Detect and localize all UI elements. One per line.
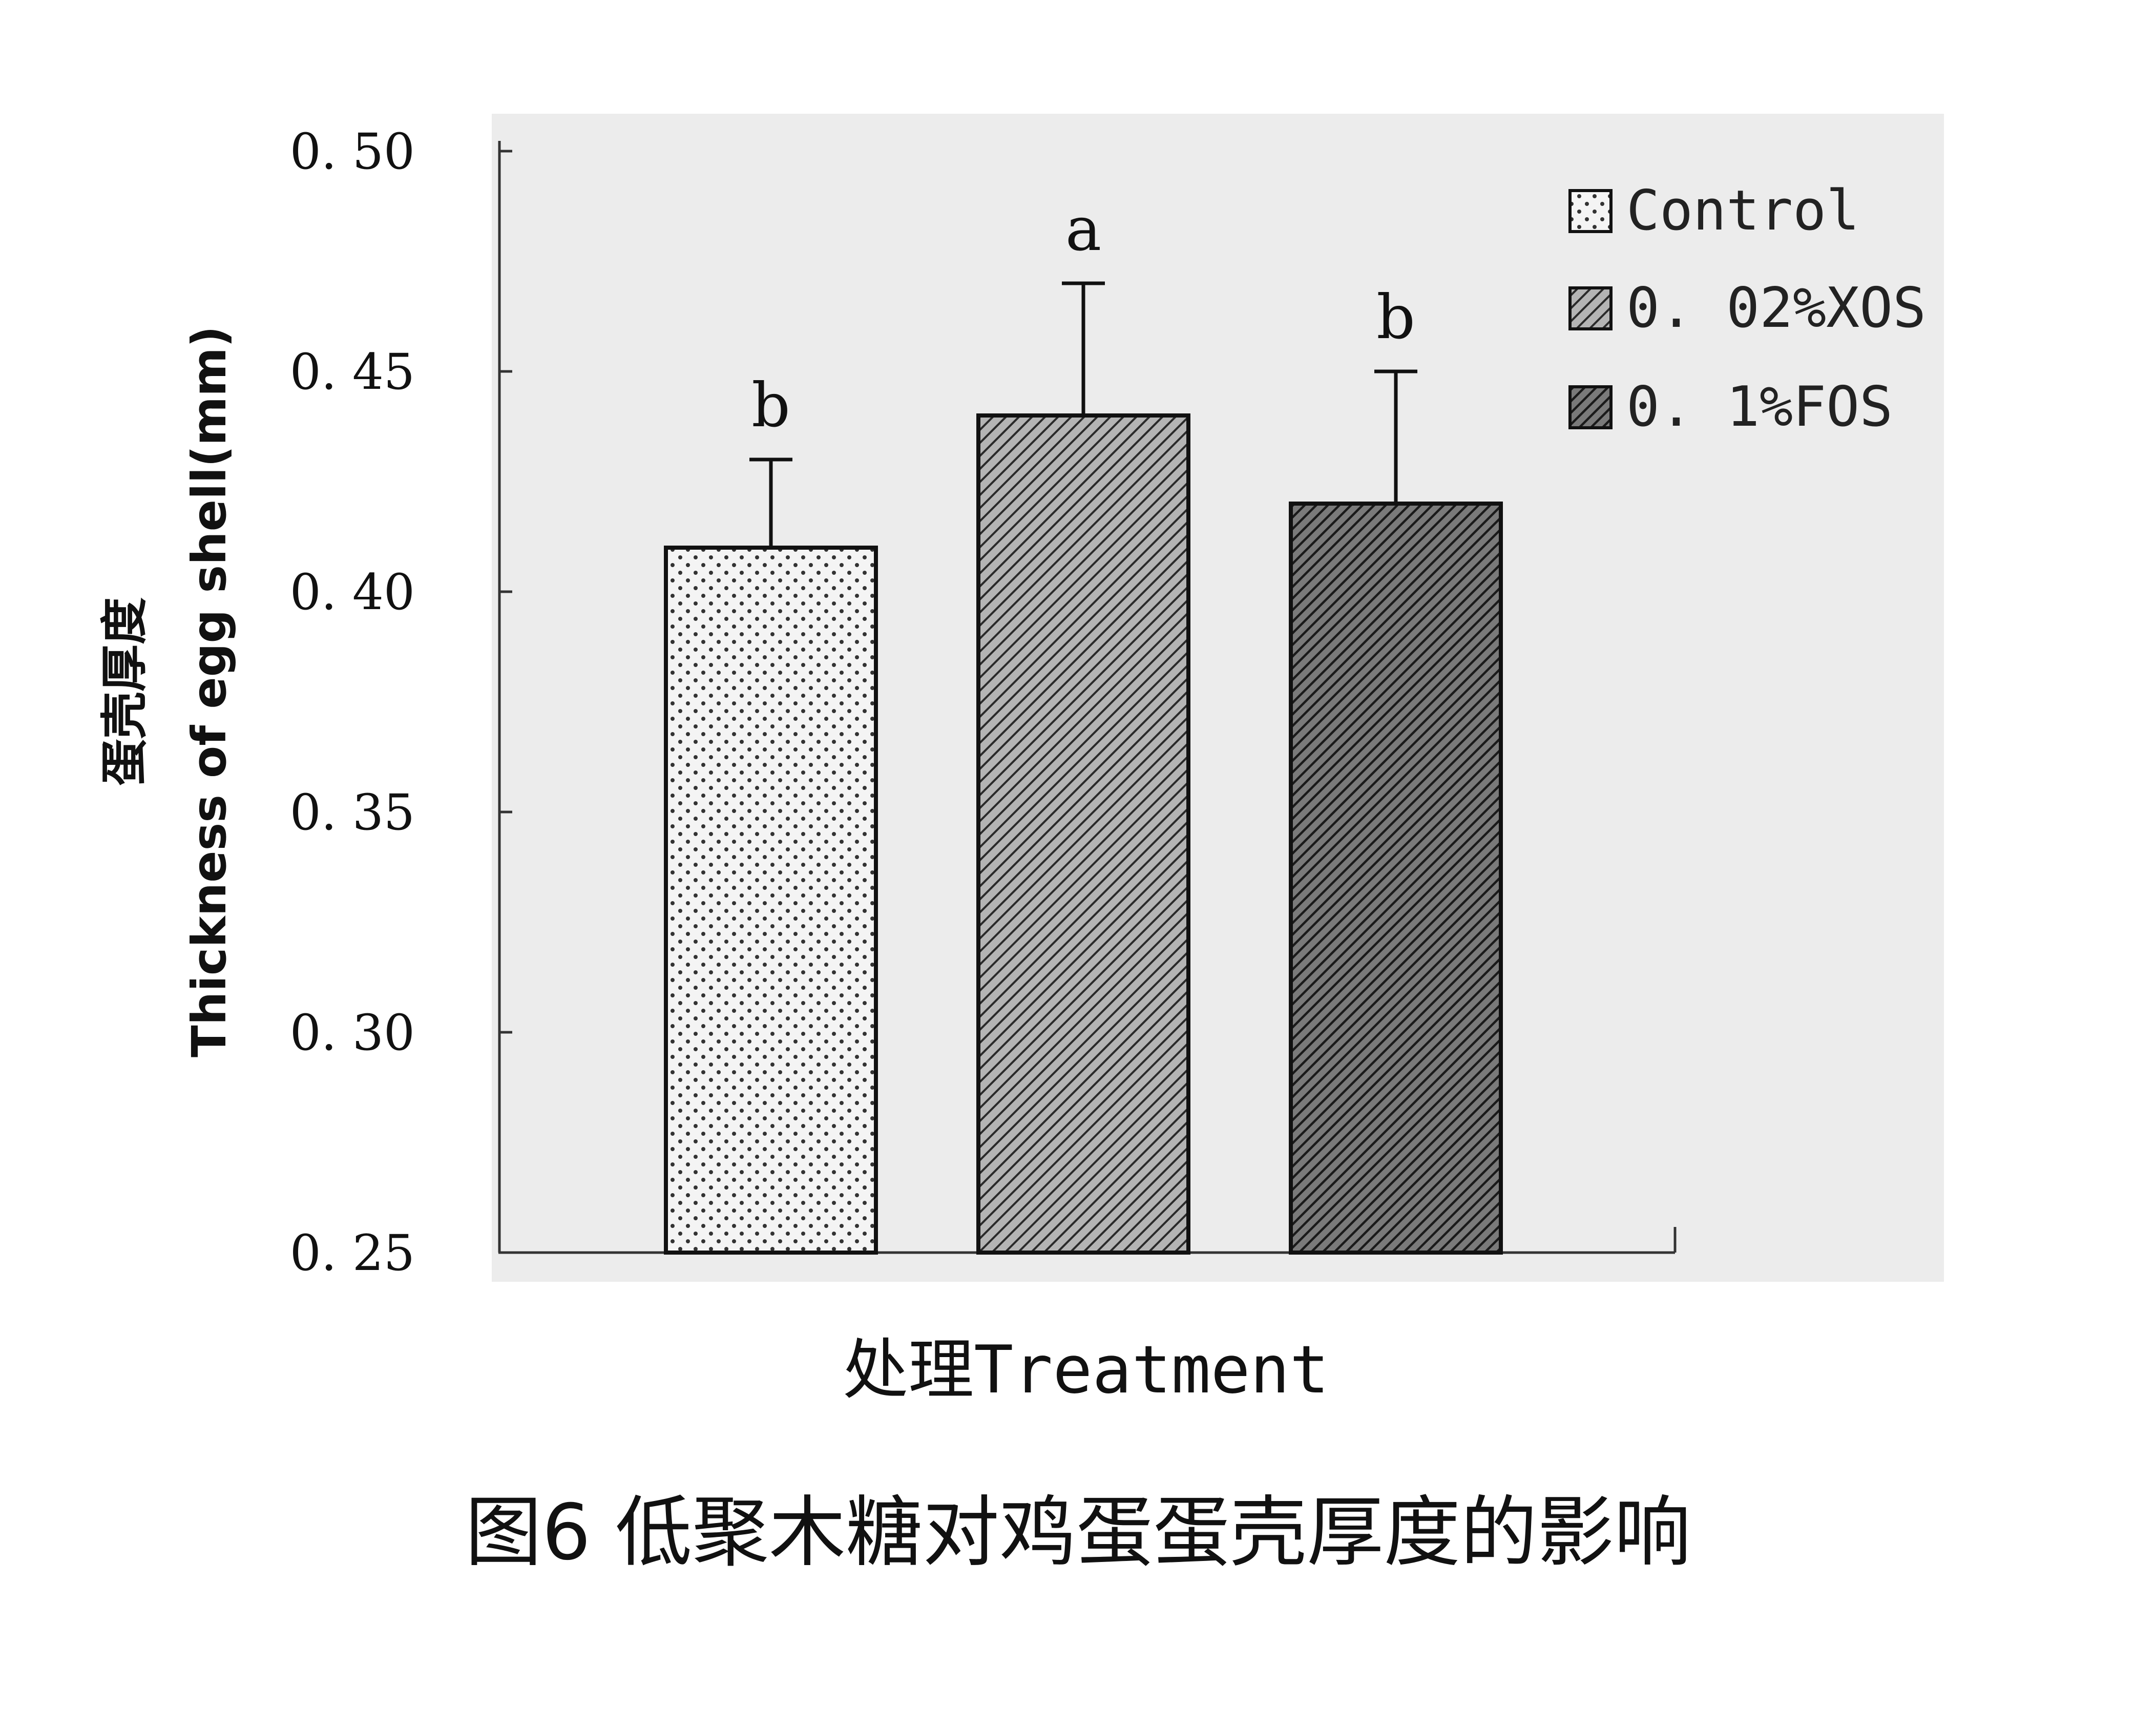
figure-caption: 图6 低聚木糖对鸡蛋蛋壳厚度的影响	[465, 1488, 1691, 1577]
bar-group: b a b	[664, 194, 1503, 1255]
bar-1	[664, 546, 878, 1255]
x-axis-title: 处理Treatment	[843, 1332, 1329, 1408]
y-axis-title: 蛋壳厚度 Thickness of egg shell(mm)	[97, 326, 237, 1057]
legend-label-control: Control	[1626, 179, 1859, 243]
y-tick-label: 0. 35	[290, 784, 415, 841]
legend-swatch-control	[1568, 189, 1613, 233]
y-tick-label: 0. 30	[290, 1004, 415, 1061]
y-tick-label: 0. 25	[290, 1224, 415, 1282]
significance-label-2: a	[1065, 194, 1101, 264]
significance-label-1: b	[751, 370, 790, 441]
y-tick-group: 0. 25 0. 30 0. 35 0. 40 0. 45 0. 50	[290, 123, 512, 1282]
y-tick-label: 0. 50	[290, 123, 415, 180]
bar-3	[1289, 502, 1503, 1255]
bar-2	[976, 413, 1190, 1255]
y-axis-title-en: Thickness of egg shell(mm)	[182, 326, 237, 1057]
y-tick-label: 0. 40	[290, 564, 415, 621]
legend: Control 0. 02%XOS 0. 1%FOS	[1568, 179, 1926, 439]
significance-label-3: b	[1376, 282, 1415, 352]
y-tick-label: 0. 45	[290, 343, 415, 401]
legend-swatch-xos	[1568, 286, 1613, 330]
y-axis-title-cn: 蛋壳厚度	[97, 597, 152, 786]
legend-label-fos: 0. 1%FOS	[1626, 375, 1893, 439]
legend-swatch-fos	[1568, 385, 1613, 429]
legend-label-xos: 0. 02%XOS	[1626, 276, 1926, 340]
